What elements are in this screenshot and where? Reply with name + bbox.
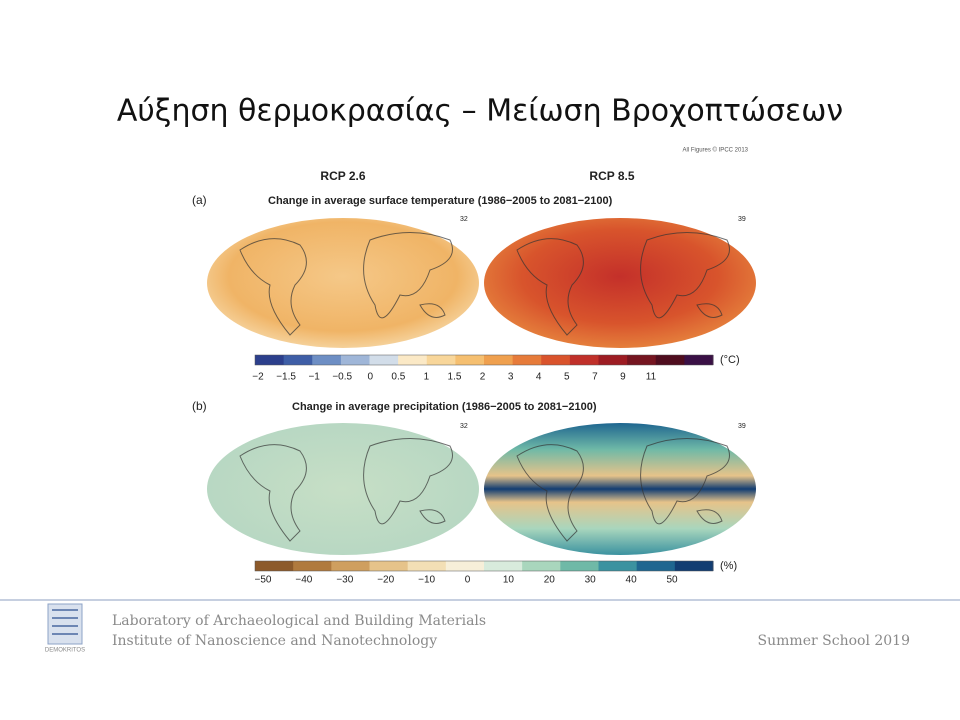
colorbar-swatch	[484, 561, 523, 571]
colorbar-tick-label: 2	[480, 372, 486, 383]
colorbar-tick-label: 5	[564, 372, 570, 383]
map-label: 39	[738, 423, 746, 430]
map-label: 39	[738, 216, 746, 223]
colorbar-tick-label: 0	[368, 372, 374, 383]
map	[207, 218, 479, 348]
colorbar-swatch	[255, 355, 285, 365]
colorbar-swatch	[598, 561, 638, 571]
panel-label: (b)	[192, 399, 207, 413]
colorbar-swatch	[541, 355, 571, 365]
colorbar-tick-label: 1	[424, 372, 430, 383]
logo-text: DEMOKRITOS	[45, 648, 85, 654]
colorbar-swatch	[283, 355, 313, 365]
colorbar-tick-label: 1.5	[448, 372, 462, 383]
colorbar-swatch	[636, 561, 676, 571]
colorbar-tick-label: 10	[503, 575, 515, 586]
colorbar-swatch	[398, 355, 428, 365]
credit: All Figures © IPCC 2013	[683, 147, 749, 154]
colorbar-swatch	[684, 355, 714, 365]
colorbar-swatch	[331, 561, 370, 571]
colorbar-tick-label: −20	[377, 575, 394, 586]
colorbar-tick-label: 9	[620, 372, 626, 383]
colorbar-tick-label: −2	[252, 372, 264, 383]
colorbar-tick-label: 7	[592, 372, 598, 383]
colorbar-swatch	[340, 355, 370, 365]
colorbar-tick-label: −10	[418, 575, 435, 586]
colorbar-swatch	[674, 561, 714, 571]
footer-line: Institute of Nanoscience and Nanotechnol…	[112, 633, 437, 649]
colorbar-swatch	[255, 561, 294, 571]
colorbar-swatch	[312, 355, 342, 365]
colorbar-swatch	[445, 561, 485, 571]
map	[484, 218, 756, 348]
colorbar-swatch	[455, 355, 485, 365]
panel-caption: Change in average surface temperature (1…	[268, 195, 613, 207]
colorbar-tick-label: 0.5	[391, 372, 405, 383]
colorbar-tick-label: −40	[295, 575, 312, 586]
colorbar-unit: (%)	[720, 560, 737, 572]
panel-label: (a)	[192, 193, 207, 207]
colorbar-tick-label: −50	[255, 575, 272, 586]
colorbar-tick-label: −1	[308, 372, 320, 383]
colorbar-swatch	[627, 355, 657, 365]
colorbar-tick-label: −30	[336, 575, 353, 586]
map-label: 32	[460, 216, 468, 223]
colorbar-tick-label: 30	[585, 575, 597, 586]
colorbar-swatch	[369, 561, 409, 571]
colorbar-tick-label: 50	[666, 575, 678, 586]
colorbar-tick-label: −0.5	[332, 372, 352, 383]
colorbar-frame	[254, 560, 714, 572]
colorbar-tick-label: 0	[465, 575, 471, 586]
map-label: 32	[460, 423, 468, 430]
colorbar-swatch	[369, 355, 399, 365]
colorbar-swatch	[512, 355, 542, 365]
footer-event: Summer School 2019	[758, 633, 910, 649]
colorbar-tick-label: 3	[508, 372, 514, 383]
colorbar-tick-label: −1.5	[276, 372, 296, 383]
colorbar-swatch	[569, 355, 599, 365]
colorbar: −50 −40 −30 −20 −10 0 10 20 30 40 50	[254, 560, 714, 586]
colorbar-swatch	[655, 355, 685, 365]
colorbar-tick-label: 4	[536, 372, 542, 383]
colorbar-unit: (°C)	[720, 354, 740, 366]
colorbar-swatch	[293, 561, 332, 571]
scenario-label: RCP 8.5	[589, 169, 634, 183]
colorbar-tick-label: 40	[626, 575, 638, 586]
colorbar-swatch	[484, 355, 514, 365]
colorbar-frame	[254, 354, 714, 366]
map	[484, 423, 756, 555]
scenario-label: RCP 2.6	[320, 169, 365, 183]
colorbar-swatch	[522, 561, 561, 571]
panel-caption: Change in average precipitation (1986−20…	[292, 401, 597, 413]
colorbar: −2 −1.5 −1 −0.5 0 0.5 1 1.5 2 3 4 5 7 9 11	[252, 354, 714, 383]
colorbar-tick-label: 20	[544, 575, 556, 586]
colorbar-swatch	[598, 355, 628, 365]
map	[207, 423, 479, 555]
logo: DEMOKRITOS	[45, 603, 85, 654]
footer-line: Laboratory of Archaeological and Buildin…	[112, 613, 486, 629]
colorbar-tick-label: 11	[646, 372, 657, 383]
colorbar-swatch	[426, 355, 456, 365]
slide-title: Αύξηση θερμοκρασίας – Μείωση Βροχοπτώσεω…	[117, 94, 843, 129]
colorbar-swatch	[560, 561, 599, 571]
colorbar-swatch	[407, 561, 447, 571]
